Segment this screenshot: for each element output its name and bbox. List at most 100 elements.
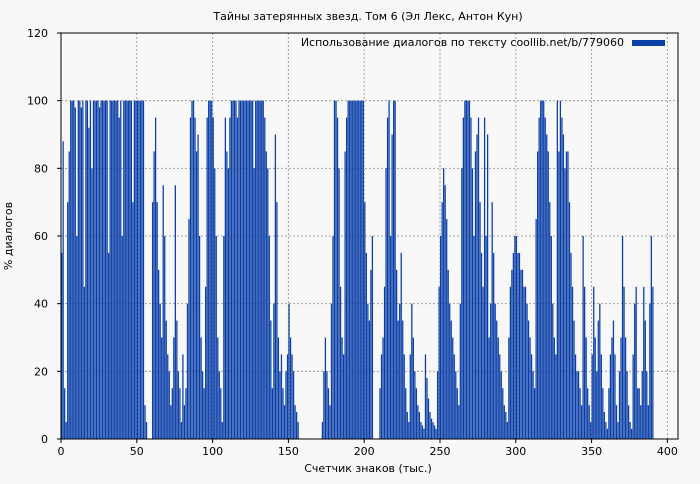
bar — [476, 134, 478, 439]
bar — [388, 100, 390, 440]
bar — [324, 337, 327, 439]
bar — [280, 354, 283, 439]
bar — [447, 269, 449, 439]
bar — [361, 100, 363, 440]
bar — [74, 107, 76, 440]
bar — [247, 100, 249, 440]
bar — [130, 100, 132, 440]
bar — [167, 354, 169, 439]
bar — [524, 286, 527, 439]
bar — [579, 388, 581, 439]
bar — [164, 236, 166, 439]
bar — [436, 371, 439, 439]
bar — [346, 117, 348, 439]
bar — [468, 100, 471, 440]
bar — [370, 269, 372, 439]
bar — [424, 354, 427, 439]
bar — [623, 286, 625, 439]
bar — [597, 320, 599, 439]
bar — [198, 236, 201, 439]
bar — [86, 100, 89, 440]
bar — [350, 100, 352, 440]
y-tick-label: 40 — [34, 298, 48, 311]
bar — [92, 100, 95, 440]
bar — [561, 117, 563, 439]
bar — [394, 100, 396, 440]
bar — [503, 405, 505, 439]
bar — [470, 117, 472, 439]
bar — [85, 100, 87, 440]
bar — [418, 411, 421, 439]
bar — [629, 422, 631, 439]
bar — [631, 428, 633, 439]
x-tick-label: 300 — [505, 445, 526, 458]
bar — [261, 100, 263, 440]
bar — [605, 422, 607, 439]
bar — [182, 354, 184, 439]
bar — [270, 320, 272, 439]
bar — [220, 388, 222, 439]
bar — [565, 151, 568, 440]
bar — [141, 100, 143, 440]
bar — [120, 100, 122, 440]
bar — [245, 100, 248, 440]
bar — [104, 100, 107, 440]
bar — [188, 219, 190, 439]
bar — [547, 151, 549, 440]
bar — [165, 320, 167, 439]
bar — [368, 320, 371, 439]
bar — [584, 286, 586, 439]
bar — [161, 337, 163, 439]
bar — [353, 100, 355, 440]
bar — [156, 202, 158, 439]
bar — [294, 405, 296, 439]
bar — [109, 100, 111, 440]
bar — [459, 303, 461, 439]
bar — [223, 236, 225, 439]
bar — [133, 100, 136, 440]
bar — [289, 337, 292, 439]
bar — [67, 202, 69, 439]
bar — [494, 303, 496, 439]
bar — [409, 354, 411, 439]
bar — [530, 354, 533, 439]
bar — [485, 236, 487, 439]
bar — [511, 269, 513, 439]
bar — [508, 337, 510, 439]
bar — [271, 388, 273, 439]
bar — [118, 117, 120, 439]
bar — [596, 371, 598, 439]
bar — [192, 100, 195, 440]
bar — [83, 286, 86, 439]
bar — [609, 354, 612, 439]
bar — [358, 100, 360, 440]
bar — [235, 100, 237, 440]
bar — [362, 100, 364, 440]
bar — [191, 100, 193, 440]
bar — [473, 236, 475, 439]
bar — [79, 100, 81, 440]
bar — [124, 100, 126, 440]
bar — [462, 117, 464, 439]
bar — [488, 337, 490, 439]
bar — [367, 303, 369, 439]
bar — [291, 354, 293, 439]
bar — [591, 354, 593, 439]
bar — [567, 151, 569, 440]
bar — [389, 236, 392, 439]
bar — [355, 100, 357, 440]
bar — [399, 303, 401, 439]
bar — [618, 371, 621, 439]
bar — [435, 428, 437, 439]
bar — [336, 117, 339, 439]
bar — [126, 100, 128, 440]
bar — [197, 134, 199, 439]
bar — [359, 100, 361, 440]
bar — [632, 354, 634, 439]
bar — [180, 422, 183, 439]
bar — [236, 117, 239, 439]
bar — [529, 337, 531, 439]
bar — [142, 100, 145, 440]
bar — [297, 422, 299, 439]
